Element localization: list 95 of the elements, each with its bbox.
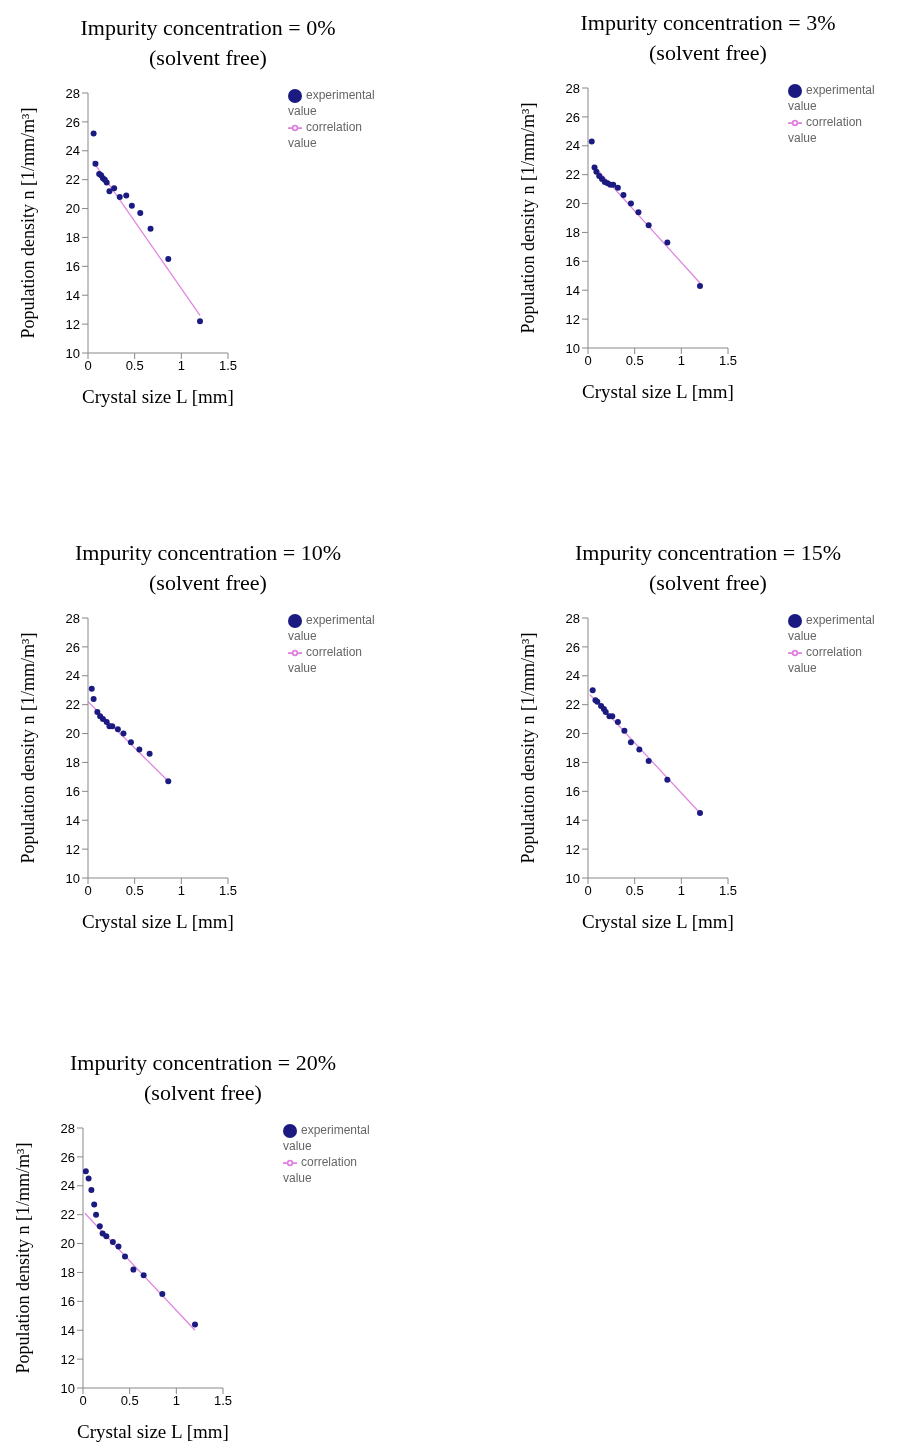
- y-tick-label: 20: [65, 201, 80, 217]
- y-tick-label: 24: [565, 138, 580, 154]
- y-tick-label: 14: [60, 1322, 75, 1338]
- chart-subtitle: (solvent free): [143, 1079, 263, 1107]
- chart-title: Impurity concentration = 10%: [74, 539, 342, 567]
- y-tick-label: 24: [65, 668, 80, 684]
- legend-label: correlation value: [288, 645, 363, 675]
- legend-label: correlation value: [788, 645, 863, 675]
- y-tick-label: 20: [565, 726, 580, 742]
- x-tick-label: 0.5: [125, 358, 144, 374]
- y-tick-label: 14: [565, 282, 580, 298]
- x-axis-title: Crystal size L [mm]: [82, 911, 234, 932]
- y-axis-title: Population density n [1/mm/m³]: [18, 107, 39, 339]
- chart-title: Impurity concentration = 0%: [79, 14, 337, 42]
- x-axis-title: Crystal size L [mm]: [582, 911, 734, 932]
- x-tick-label: 1.5: [718, 353, 738, 369]
- y-axis-title: Population density n [1/mm/m³]: [518, 632, 539, 864]
- y-tick-label: 18: [60, 1265, 75, 1281]
- x-tick-label: 0: [584, 883, 592, 899]
- x-tick-label: 0: [584, 353, 592, 369]
- y-tick-label: 12: [565, 841, 580, 857]
- x-tick-label: 1: [177, 883, 185, 899]
- chart-title: Impurity concentration = 3%: [579, 9, 837, 37]
- legend-label: correlation value: [283, 1155, 358, 1185]
- x-axis-title: Crystal size L [mm]: [77, 1421, 229, 1442]
- x-tick-label: 1: [677, 353, 685, 369]
- y-tick-label: 12: [565, 311, 580, 327]
- chart-title: Impurity concentration = 20%: [69, 1049, 337, 1077]
- y-axis-title: Population density n [1/mm/m³]: [518, 102, 539, 334]
- y-tick-label: 22: [565, 167, 580, 183]
- y-tick-label: 10: [65, 345, 80, 361]
- x-tick-label: 0.5: [120, 1393, 139, 1409]
- y-tick-label: 20: [65, 726, 80, 742]
- y-tick-label: 16: [65, 783, 80, 799]
- x-tick-label: 1: [172, 1393, 180, 1409]
- y-tick-label: 28: [565, 80, 580, 96]
- chart-subtitle: (solvent free): [648, 569, 768, 597]
- y-tick-label: 28: [65, 610, 80, 626]
- y-tick-label: 16: [60, 1293, 75, 1309]
- y-tick-label: 24: [60, 1178, 75, 1194]
- y-tick-label: 18: [65, 230, 80, 246]
- y-tick-label: 26: [565, 109, 580, 125]
- legend-label: correlation value: [288, 120, 363, 150]
- x-tick-label: 0: [84, 883, 92, 899]
- y-axis-title: Population density n [1/mm/m³]: [13, 1142, 34, 1374]
- y-tick-label: 16: [565, 253, 580, 269]
- x-tick-label: 1: [177, 358, 185, 374]
- x-tick-label: 1: [677, 883, 685, 899]
- y-tick-label: 22: [65, 172, 80, 188]
- y-tick-label: 10: [565, 340, 580, 356]
- y-tick-label: 12: [65, 316, 80, 332]
- x-tick-label: 1.5: [718, 883, 738, 899]
- y-tick-label: 20: [565, 196, 580, 212]
- y-tick-label: 14: [65, 287, 80, 303]
- y-axis-title: Population density n [1/mm/m³]: [18, 632, 39, 864]
- x-tick-label: 1.5: [218, 883, 238, 899]
- chart-subtitle: (solvent free): [148, 569, 268, 597]
- y-tick-label: 16: [65, 258, 80, 274]
- y-tick-label: 18: [565, 225, 580, 241]
- x-tick-label: 1.5: [213, 1393, 233, 1409]
- y-tick-label: 12: [60, 1351, 75, 1367]
- y-tick-label: 10: [65, 870, 80, 886]
- y-tick-label: 16: [565, 783, 580, 799]
- y-tick-label: 12: [65, 841, 80, 857]
- x-tick-label: 0.5: [625, 353, 644, 369]
- y-tick-label: 22: [565, 697, 580, 713]
- y-tick-label: 10: [565, 870, 580, 886]
- y-tick-label: 28: [60, 1120, 75, 1136]
- legend-label: correlation value: [788, 115, 863, 145]
- y-tick-label: 26: [65, 114, 80, 130]
- y-tick-label: 26: [60, 1149, 75, 1165]
- y-tick-label: 24: [565, 668, 580, 684]
- y-tick-label: 22: [65, 697, 80, 713]
- y-tick-label: 20: [60, 1236, 75, 1252]
- x-tick-label: 0.5: [625, 883, 644, 899]
- y-tick-label: 18: [65, 755, 80, 771]
- y-tick-label: 28: [565, 610, 580, 626]
- chart-title: Impurity concentration = 15%: [574, 539, 842, 567]
- x-tick-label: 0: [79, 1393, 87, 1409]
- y-tick-label: 24: [65, 143, 80, 159]
- x-tick-label: 1.5: [218, 358, 238, 374]
- y-tick-label: 26: [565, 639, 580, 655]
- y-tick-label: 22: [60, 1207, 75, 1223]
- x-axis-title: Crystal size L [mm]: [582, 381, 734, 402]
- y-tick-label: 18: [565, 755, 580, 771]
- y-tick-label: 10: [60, 1380, 75, 1396]
- chart-subtitle: (solvent free): [648, 39, 768, 67]
- y-tick-label: 28: [65, 85, 80, 101]
- x-tick-label: 0: [84, 358, 92, 374]
- y-tick-label: 14: [65, 812, 80, 828]
- chart-subtitle: (solvent free): [148, 44, 268, 72]
- y-tick-label: 14: [565, 812, 580, 828]
- x-axis-title: Crystal size L [mm]: [82, 386, 234, 407]
- x-tick-label: 0.5: [125, 883, 144, 899]
- y-tick-label: 26: [65, 639, 80, 655]
